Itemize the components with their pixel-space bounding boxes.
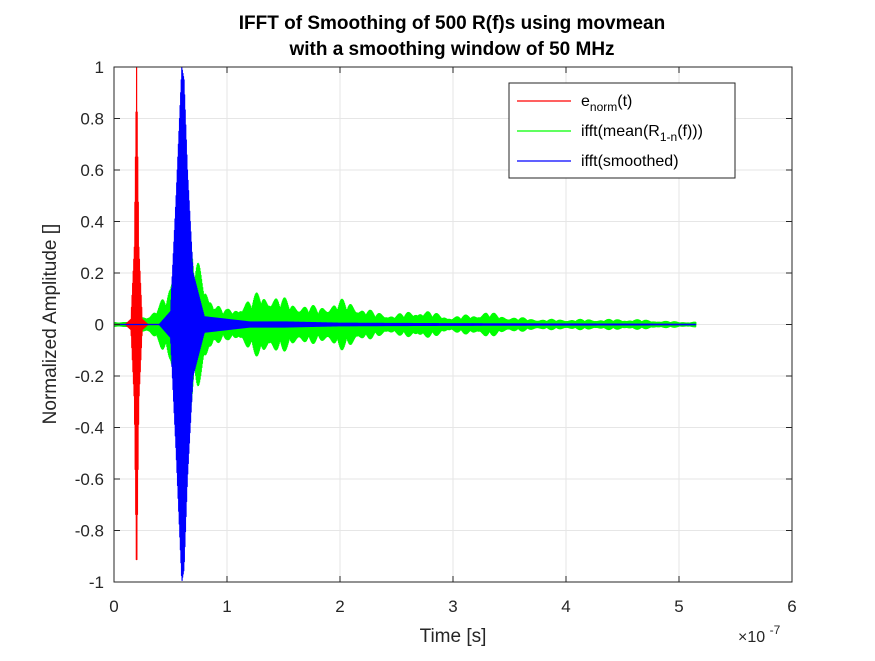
x-axis-label: Time [s] — [420, 626, 487, 647]
chart-title-line-1: IFFT of Smoothing of 500 R(f)s using mov… — [239, 13, 665, 34]
x-tick-label: 0 — [109, 597, 118, 616]
y-tick-label: 0 — [95, 316, 104, 335]
legend: enorm(t) ifft(mean(R1-n(f))) ifft(smoothed… — [508, 82, 736, 179]
legend-label-1: ifft(mean(R1-n(f))) — [581, 123, 703, 144]
legend-label-2: ifft(smoothed) — [581, 153, 679, 170]
series-line-2 — [114, 67, 697, 581]
x-tick-label: 1 — [222, 597, 231, 616]
y-tick-label: 0.4 — [80, 213, 104, 232]
y-tick-label: -0.2 — [75, 367, 104, 386]
x-tick-label: 6 — [787, 597, 796, 616]
x-exponent-power: -7 — [770, 623, 781, 637]
x-tick-label: 5 — [674, 597, 683, 616]
series-layer — [114, 67, 697, 581]
y-tick-label: 0.2 — [80, 264, 104, 283]
y-tick-label: 0.6 — [80, 161, 104, 180]
y-tick-label: -0.6 — [75, 470, 104, 489]
x-tick-label: 4 — [561, 597, 570, 616]
y-tick-label: 0.8 — [80, 110, 104, 129]
x-exponent-base: ×10 — [738, 629, 765, 646]
svg-text:×10 -7: ×10 -7 — [738, 623, 781, 646]
x-exponent-label: ×10 -7 — [738, 623, 781, 646]
y-tick-label: 1 — [95, 58, 104, 77]
axes — [113, 66, 793, 583]
x-tick-label: 3 — [448, 597, 457, 616]
tick-labels: 0 1 2 3 4 5 6 -1 -0.8 -0.6 -0.4 -0.2 0 0.2 0.4 0.6 0.8 1 — [75, 58, 797, 616]
y-axis-label: Normalized Amplitude [] — [40, 224, 61, 425]
y-tick-label: -0.8 — [75, 522, 104, 541]
y-tick-label: -1 — [89, 573, 104, 592]
legend-label-0: enorm(t) — [581, 93, 632, 114]
y-tick-label: -0.4 — [75, 419, 104, 438]
x-tick-label: 2 — [335, 597, 344, 616]
chart-title-line-2: with a smoothing window of 50 MHz — [288, 39, 614, 60]
